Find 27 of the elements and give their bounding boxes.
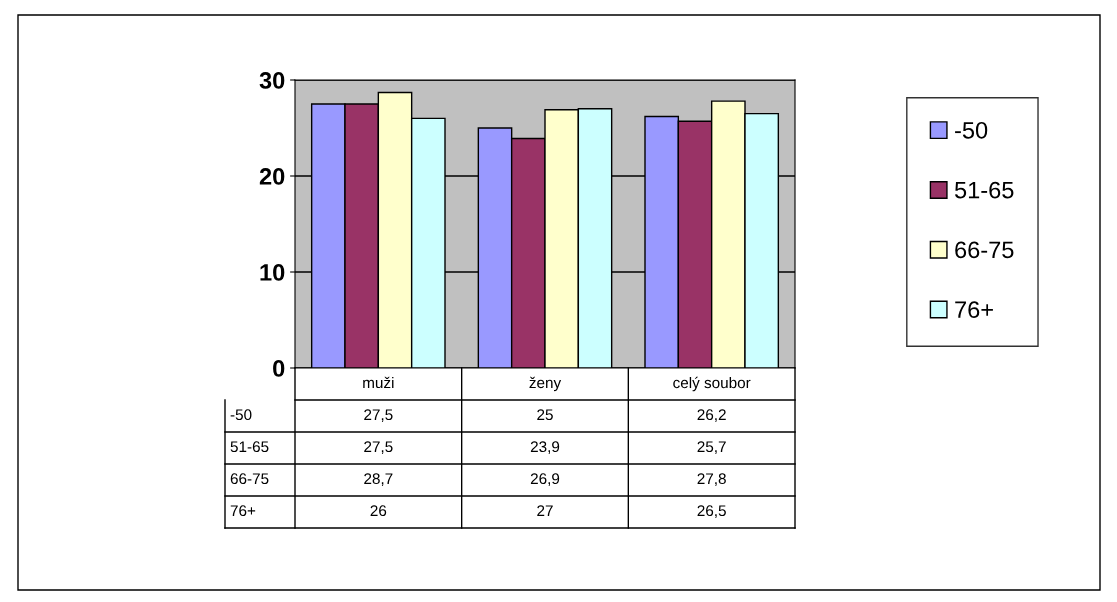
data-label: 23,9 — [530, 441, 560, 454]
text: 51-65 — [230, 441, 269, 453]
data-label: 27,8 — [697, 473, 726, 486]
data-label: 27,5 — [364, 441, 393, 454]
y-tick-label: 30 — [259, 72, 285, 89]
legend-label: 76+ — [955, 301, 993, 319]
x-tick-label: celý soubor — [673, 376, 751, 392]
data-label: 27,5 — [364, 409, 393, 422]
data-label: 26,9 — [530, 473, 560, 486]
y-tick-label: 10 — [260, 264, 285, 281]
data-label: 26,5 — [697, 505, 726, 518]
x-tick-label: ženy — [529, 376, 562, 392]
data-label: 27 — [537, 505, 553, 516]
data-label: 26 — [370, 505, 387, 517]
y-tick-label: 20 — [259, 168, 285, 185]
data-label: 26,2 — [697, 409, 726, 422]
legend-label: -50 — [955, 121, 988, 139]
text: 76+ — [230, 505, 256, 517]
x-tick-label: muži — [363, 376, 394, 389]
legend-label: 66-75 — [955, 241, 1014, 259]
legend-label: 51-65 — [954, 181, 1014, 199]
y-tick-label: 0 — [273, 360, 285, 377]
data-label: 25 — [537, 409, 553, 421]
text: -50 — [230, 409, 252, 421]
data-label: 25,7 — [697, 441, 726, 454]
data-label: 28,7 — [364, 473, 393, 486]
text: 66-75 — [230, 473, 269, 485]
